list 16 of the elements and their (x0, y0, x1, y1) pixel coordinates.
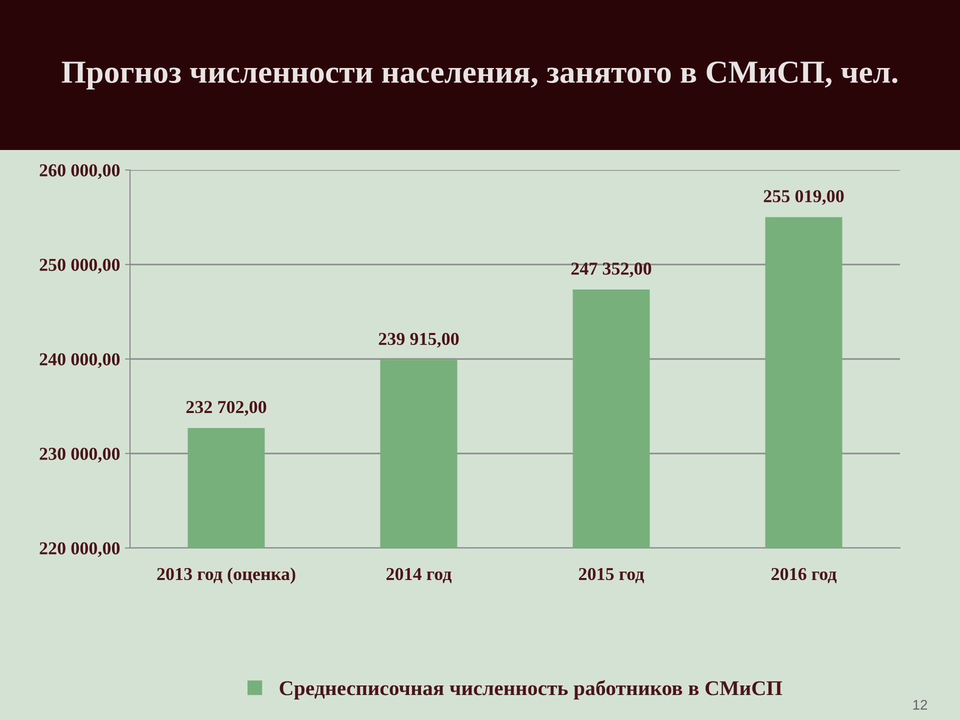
text: 12 (913, 700, 928, 710)
y-tick-label: 230 000,00 (40, 448, 120, 463)
y-tick-label: 250 000,00 (40, 258, 120, 274)
data-label: 255 019,00 (764, 190, 844, 205)
y-tick-label: 220 000,00 (40, 542, 120, 558)
x-tick-label: 2015 год (579, 568, 644, 584)
data-label: 239 915,00 (378, 332, 459, 348)
data-label: 247 352,00 (571, 262, 652, 278)
chart-title: Прогноз численности населения, занятого в СМиСП, чел. (62, 62, 898, 90)
x-tick-label: 2016 год (772, 568, 837, 584)
data-label: 232 702,00 (186, 401, 266, 416)
y-tick-label: 260 000,00 (40, 164, 120, 180)
x-tick-label: 2014 год (386, 568, 452, 584)
legend-label: Среднесписочная численность работников в СМиСП (280, 680, 782, 700)
x-tick-label: 2013 год (оценка) (157, 567, 296, 584)
y-tick-label: 240 000,00 (40, 353, 120, 368)
